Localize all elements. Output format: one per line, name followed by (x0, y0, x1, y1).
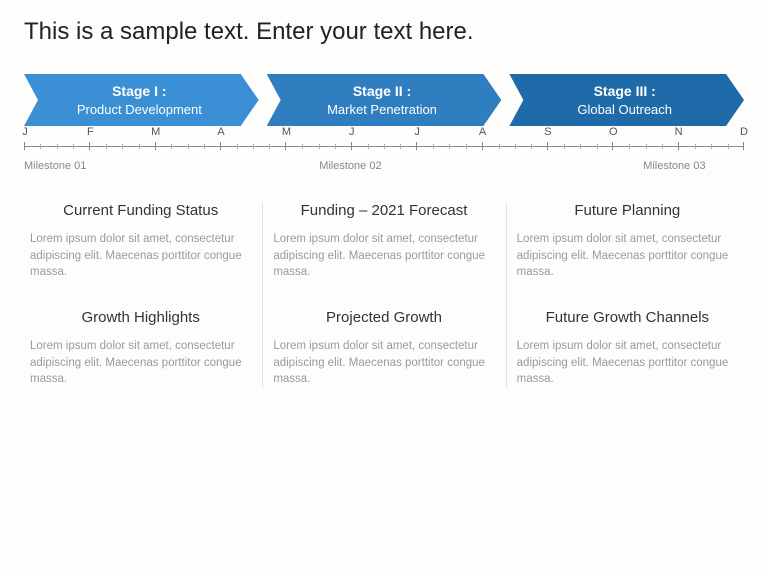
cell-body: Lorem ipsum dolor sit amet, consectetur … (273, 338, 494, 388)
minor-tick (122, 144, 123, 149)
stage-subtitle: Product Development (77, 101, 202, 119)
stage-arrow: Stage II :Market Penetration (267, 74, 502, 126)
minor-tick (57, 144, 58, 149)
cell-title: Current Funding Status (30, 202, 251, 219)
stage-arrow-body: Stage II :Market Penetration (267, 74, 502, 126)
minor-tick (73, 144, 74, 149)
cell-body: Lorem ipsum dolor sit amet, consectetur … (517, 338, 738, 388)
minor-tick (237, 144, 238, 149)
milestone-label: Milestone 02 (319, 160, 381, 172)
stage-arrow: Stage I :Product Development (24, 74, 259, 126)
column-divider (506, 202, 507, 388)
content-cell: Future Growth Channels Lorem ipsum dolor … (517, 309, 738, 388)
minor-tick (171, 144, 172, 149)
stage-arrow-body: Stage III :Global Outreach (509, 74, 744, 126)
minor-tick (449, 144, 450, 149)
content-cell: Future Planning Lorem ipsum dolor sit ame… (517, 202, 738, 281)
minor-tick (106, 144, 107, 149)
cell-body: Lorem ipsum dolor sit amet, consectetur … (30, 338, 251, 388)
cell-title: Funding – 2021 Forecast (273, 202, 494, 219)
minor-tick (188, 144, 189, 149)
content-cell: Current Funding Status Lorem ipsum dolor … (30, 202, 251, 281)
stage-subtitle: Global Outreach (577, 101, 672, 119)
minor-tick (139, 144, 140, 149)
minor-tick (695, 144, 696, 149)
minor-tick (466, 144, 467, 149)
minor-tick (580, 144, 581, 149)
minor-tick (646, 144, 647, 149)
minor-tick (499, 144, 500, 149)
minor-tick (662, 144, 663, 149)
page-title: This is a sample text. Enter your text h… (24, 18, 744, 46)
stage-arrow: Stage III :Global Outreach (509, 74, 744, 126)
minor-tick (728, 144, 729, 149)
stage-subtitle: Market Penetration (327, 101, 437, 119)
minor-tick (269, 144, 270, 149)
cell-body: Lorem ipsum dolor sit amet, consectetur … (517, 231, 738, 281)
cell-title: Future Planning (517, 202, 738, 219)
minor-tick (531, 144, 532, 149)
column-divider (262, 202, 263, 388)
milestone-label: Milestone 03 (643, 160, 705, 172)
cell-body: Lorem ipsum dolor sit amet, consectetur … (30, 231, 251, 281)
minor-tick (302, 144, 303, 149)
cell-title: Growth Highlights (30, 309, 251, 326)
content-cell: Projected Growth Lorem ipsum dolor sit am… (273, 309, 494, 388)
stage-arrow-body: Stage I :Product Development (24, 74, 259, 126)
stage-name: Stage III : (594, 82, 656, 101)
cell-title: Projected Growth (273, 309, 494, 326)
timeline-subticks (24, 136, 744, 158)
minor-tick (319, 144, 320, 149)
minor-tick (335, 144, 336, 149)
minor-tick (204, 144, 205, 149)
milestones-row: Milestone 01 Milestone 02 Milestone 03 (24, 160, 744, 178)
stage-name: Stage II : (353, 82, 411, 101)
minor-tick (368, 144, 369, 149)
stage-name: Stage I : (112, 82, 166, 101)
minor-tick (384, 144, 385, 149)
content-grid: Current Funding Status Lorem ipsum dolor … (24, 202, 744, 388)
stage-row: Stage I :Product DevelopmentStage II :Ma… (24, 74, 744, 126)
minor-tick (711, 144, 712, 149)
minor-tick (433, 144, 434, 149)
minor-tick (597, 144, 598, 149)
content-cell: Growth Highlights Lorem ipsum dolor sit a… (30, 309, 251, 388)
minor-tick (40, 144, 41, 149)
cell-title: Future Growth Channels (517, 309, 738, 326)
minor-tick (564, 144, 565, 149)
cell-body: Lorem ipsum dolor sit amet, consectetur … (273, 231, 494, 281)
minor-tick (629, 144, 630, 149)
milestone-label: Milestone 01 (24, 160, 86, 172)
timeline: JFMAMJJASOND (24, 136, 744, 158)
minor-tick (253, 144, 254, 149)
minor-tick (400, 144, 401, 149)
content-cell: Funding – 2021 Forecast Lorem ipsum dolor… (273, 202, 494, 281)
minor-tick (515, 144, 516, 149)
